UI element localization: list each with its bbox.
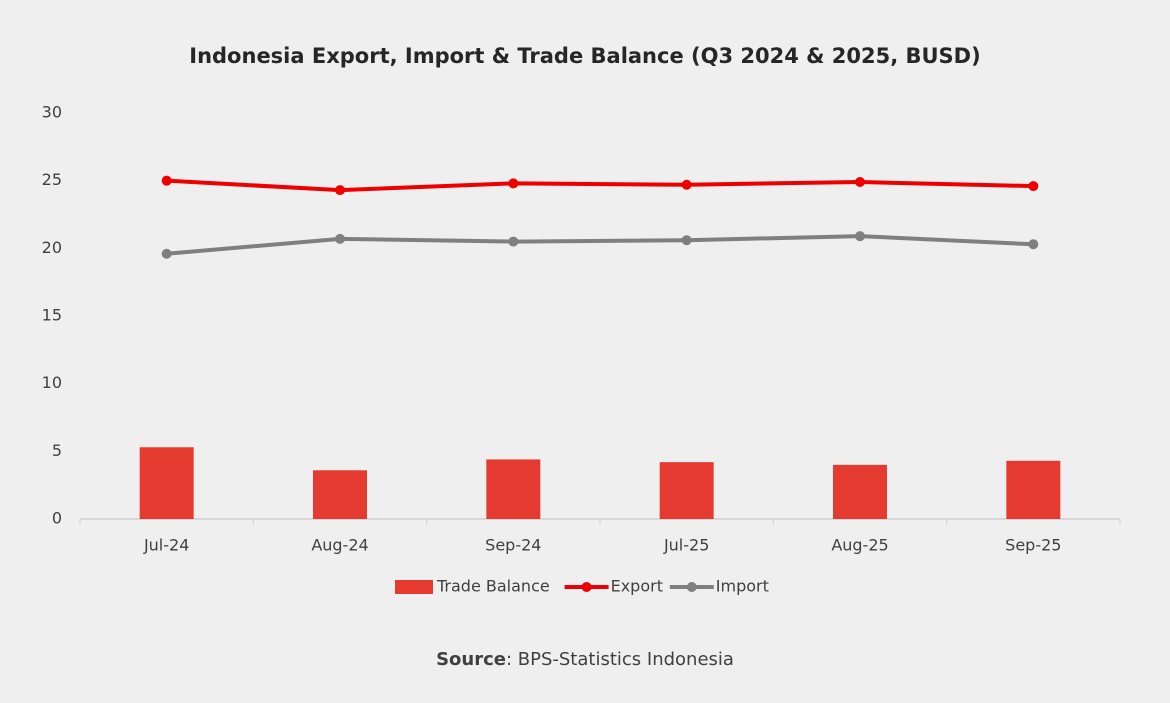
legend-label: Import [716, 577, 769, 596]
x-tick-label: Aug-25 [831, 536, 888, 555]
legend-marker [581, 582, 592, 592]
y-tick-label: 5 [52, 441, 62, 460]
legend-marker [686, 582, 697, 592]
marker [681, 179, 692, 190]
source-text: : BPS-Statistics Indonesia [506, 649, 734, 670]
marker [508, 236, 519, 247]
marker [855, 177, 865, 188]
line [166, 178, 1034, 193]
x-tick-label: Aug-24 [311, 536, 368, 555]
y-tick-label: 20 [42, 238, 62, 257]
chart-title: Indonesia Export, Import & Trade Balance… [189, 44, 980, 68]
bar [139, 447, 194, 519]
marker [681, 235, 692, 246]
marker [161, 175, 172, 186]
marker [1028, 239, 1039, 250]
x-tick-label: Jul-25 [663, 536, 709, 555]
y-tick-label: 15 [42, 306, 62, 325]
marker [508, 178, 519, 189]
y-tick-label: 0 [52, 509, 62, 528]
legend-swatch [395, 580, 433, 594]
x-tick-label: Jul-24 [143, 536, 189, 555]
marker [1028, 181, 1039, 192]
marker [855, 231, 865, 242]
y-tick-label: 25 [42, 170, 62, 189]
bar [1006, 460, 1061, 519]
marker [161, 248, 172, 259]
legend-label: Export [611, 577, 663, 596]
bar [313, 470, 367, 519]
marker [335, 185, 345, 196]
x-tick-label: Sep-24 [485, 536, 541, 555]
source-label: Source [436, 649, 506, 670]
bar [486, 459, 541, 519]
y-tick-label: 30 [42, 103, 62, 122]
line [166, 234, 1034, 256]
x-tick-label: Sep-25 [1005, 536, 1061, 555]
bar [833, 464, 887, 519]
marker [335, 233, 345, 244]
source-note: Source: BPS-Statistics Indonesia [436, 649, 734, 670]
bar [659, 462, 714, 519]
y-tick-label: 10 [42, 373, 62, 392]
legend-label: Trade Balance [436, 577, 550, 596]
